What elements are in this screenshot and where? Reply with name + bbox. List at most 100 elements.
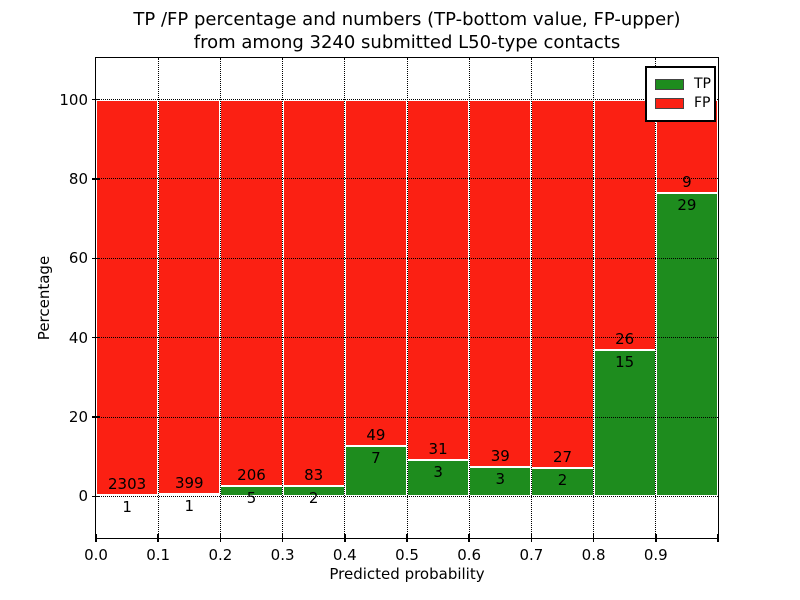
y-tick-label: 60	[68, 249, 88, 268]
y-tick-mark	[92, 336, 100, 339]
tp-bar-segment	[220, 486, 283, 497]
tp-bar-segment	[655, 193, 718, 497]
fp-count-annotation: 9	[682, 172, 692, 191]
x-tick-mark	[95, 534, 97, 542]
tp-count-annotation: 2	[308, 489, 319, 507]
legend: TP FP	[645, 66, 716, 122]
tp-count-annotation: 15	[615, 353, 635, 372]
tp-count-annotation: 2	[557, 470, 568, 489]
y-tick-label: 0	[78, 487, 88, 506]
tp-count-annotation: 1	[184, 497, 195, 516]
fp-bar-segment	[469, 99, 532, 468]
vertical-gridline	[468, 58, 470, 538]
x-tick-mark	[281, 534, 284, 542]
legend-label-fp: FP	[694, 95, 711, 111]
fp-count-annotation: 26	[615, 330, 635, 349]
x-tick-label: 0.5	[395, 546, 419, 564]
fp-count-annotation: 206	[237, 465, 266, 484]
tp-count-annotation: 5	[246, 488, 257, 507]
x-tick-label: 0.0	[84, 546, 108, 564]
legend-item-fp: FP	[655, 95, 711, 111]
fp-bar-segment	[158, 99, 221, 496]
x-tick-mark	[468, 534, 470, 542]
vertical-gridline	[593, 58, 595, 538]
vertical-gridline	[530, 58, 532, 538]
legend-swatch-tp-icon	[655, 78, 684, 90]
legend-label-tp: TP	[694, 76, 711, 92]
vertical-gridline	[406, 58, 408, 538]
x-tick-mark	[717, 534, 719, 542]
x-tick-label: 0.2	[208, 546, 233, 564]
x-tick-label: 0.7	[519, 546, 544, 564]
y-tick-mark	[92, 178, 100, 180]
tp-count-annotation: 7	[371, 448, 381, 467]
x-tick-label: 0.6	[457, 546, 482, 564]
tp-bar-segment	[531, 468, 594, 497]
chart-title-line2: from among 3240 submitted L50-type conta…	[193, 32, 621, 53]
y-tick-label: 100	[59, 90, 88, 109]
x-tick-label: 0.4	[332, 546, 357, 564]
x-tick-label: 0.9	[643, 546, 668, 564]
tp-bar-segment	[344, 446, 407, 497]
y-tick-label: 40	[68, 328, 88, 347]
horizontal-gridline	[96, 337, 718, 339]
legend-swatch-fp-icon	[655, 97, 684, 109]
fp-bar-segment	[96, 99, 159, 497]
fp-count-annotation: 31	[428, 440, 448, 459]
vertical-gridline	[219, 58, 221, 538]
x-tick-mark	[344, 534, 346, 542]
y-tick-label: 20	[68, 408, 88, 426]
y-tick-mark	[92, 98, 100, 101]
y-tick-label: 80	[68, 169, 88, 188]
tp-bar-segment	[282, 487, 345, 497]
chart-title: TP /FP percentage and numbers (TP-bottom…	[57, 8, 757, 54]
tp-count-annotation: 3	[495, 470, 506, 488]
fp-bar-segment	[593, 99, 656, 352]
tp-bar-segment	[593, 351, 656, 497]
vertical-gridline	[157, 58, 159, 538]
fp-bar-segment	[407, 99, 470, 462]
horizontal-gridline	[96, 257, 718, 259]
vertical-gridline	[282, 58, 284, 538]
horizontal-gridline	[96, 178, 718, 180]
fp-count-annotation: 2303	[108, 475, 147, 494]
fp-count-annotation: 399	[174, 474, 204, 493]
x-tick-label: 0.3	[270, 546, 295, 564]
horizontal-gridline	[96, 495, 718, 497]
chart-title-line1: TP /FP percentage and numbers (TP-bottom…	[133, 9, 681, 30]
fp-count-annotation: 49	[366, 425, 386, 444]
x-tick-mark	[530, 534, 533, 542]
fp-count-annotation: 39	[490, 447, 510, 465]
tp-bar-segment	[469, 468, 532, 497]
tp-count-annotation: 3	[433, 463, 443, 482]
y-tick-mark	[92, 495, 100, 498]
vertical-gridline	[655, 58, 657, 538]
fp-bar-segment	[344, 99, 407, 447]
fp-bar-segment	[282, 99, 345, 487]
y-tick-mark	[92, 257, 100, 260]
tp-count-annotation: 29	[677, 195, 697, 214]
x-tick-mark	[219, 534, 222, 542]
legend-item-tp: TP	[655, 76, 711, 92]
horizontal-gridline	[96, 416, 718, 418]
x-tick-mark	[406, 534, 408, 542]
y-tick-mark	[92, 416, 100, 418]
vertical-gridline	[344, 58, 346, 538]
fp-count-annotation: 27	[552, 447, 573, 466]
x-tick-mark	[592, 534, 595, 542]
x-tick-mark	[157, 534, 159, 542]
fp-bar-segment	[531, 99, 594, 469]
x-axis-label: Predicted probability	[329, 565, 485, 583]
horizontal-gridline	[96, 99, 718, 101]
fp-count-annotation: 83	[304, 466, 324, 484]
tp-count-annotation: 1	[122, 498, 132, 517]
x-tick-label: 0.1	[146, 546, 171, 564]
x-tick-mark	[655, 534, 657, 542]
fp-bar-segment	[220, 99, 283, 487]
